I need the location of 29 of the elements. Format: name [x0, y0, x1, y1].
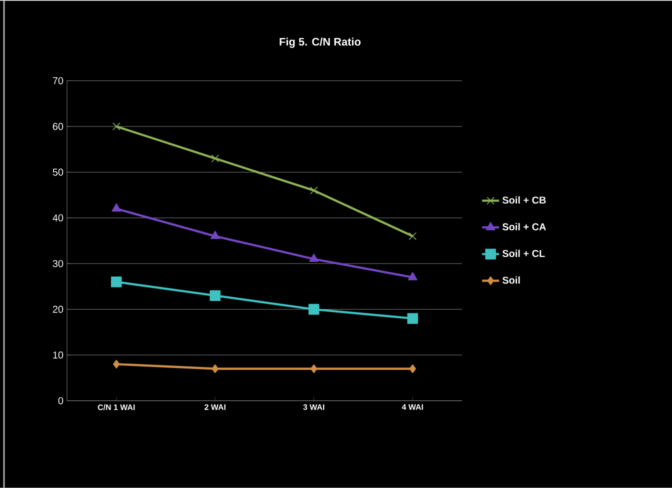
point	[211, 154, 220, 162]
point	[408, 272, 418, 280]
point	[212, 364, 219, 373]
legend-label: Soil + CB	[502, 196, 546, 204]
y-tick-label: 40	[52, 214, 64, 222]
point	[210, 230, 220, 239]
point	[112, 122, 120, 130]
legend-label: Soil + CA	[502, 222, 546, 230]
point	[409, 364, 416, 373]
point	[111, 276, 122, 288]
point	[310, 364, 318, 373]
point	[310, 186, 318, 194]
point	[112, 360, 120, 368]
point	[210, 290, 221, 301]
y-tick-label: 20	[52, 306, 64, 313]
legend-label: Soil + CL	[502, 249, 545, 257]
y-tick-label: 0	[58, 396, 64, 404]
y-tick-label: 10	[53, 351, 64, 358]
y-tick-label: 60	[52, 122, 64, 130]
y-tick-label: 30	[52, 260, 64, 267]
chart-title: Fig 5. C/N Ratio	[280, 37, 361, 48]
point	[407, 312, 418, 324]
y-tick-label: 70	[52, 76, 64, 84]
point	[408, 232, 417, 240]
y-tick-label: 50	[52, 168, 64, 176]
point	[308, 304, 320, 314]
point	[309, 253, 319, 262]
point	[112, 203, 122, 212]
legend-label: Soil	[502, 276, 520, 284]
